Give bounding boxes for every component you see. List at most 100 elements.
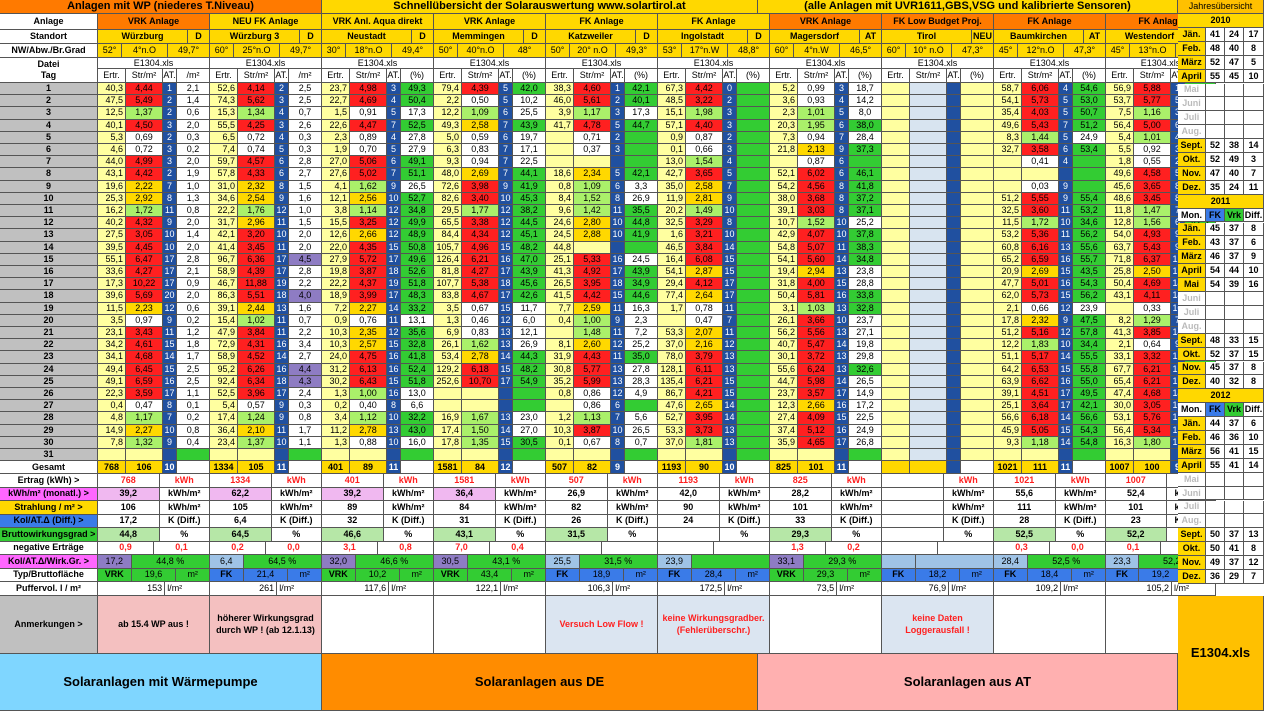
day-value[interactable]: 14 bbox=[1059, 351, 1073, 364]
day-value[interactable]: 39,5 bbox=[98, 241, 126, 254]
day-value[interactable]: 1,7 bbox=[658, 302, 686, 315]
summary-value[interactable]: 64,5 bbox=[210, 528, 272, 542]
summary-unit[interactable]: % bbox=[1055, 528, 1106, 542]
day-value[interactable]: 4,11 bbox=[1134, 290, 1171, 303]
yearly-cell[interactable] bbox=[1244, 514, 1264, 529]
day-value[interactable]: 53,1 bbox=[1106, 412, 1134, 425]
summary-value[interactable]: 90 bbox=[658, 501, 720, 515]
day-value[interactable]: 78,0 bbox=[658, 351, 686, 364]
day-value[interactable]: 48,3 bbox=[401, 290, 434, 303]
day-value[interactable]: 1,8 bbox=[177, 339, 210, 352]
day-value[interactable] bbox=[910, 168, 947, 181]
neg-value[interactable]: 0,8 bbox=[378, 541, 434, 556]
day-value[interactable] bbox=[882, 107, 910, 120]
day-value[interactable]: 19,6 bbox=[98, 180, 126, 193]
day-value[interactable]: 0,1 bbox=[658, 144, 686, 157]
day-value[interactable]: 12 bbox=[387, 205, 401, 218]
day-value[interactable]: 13 bbox=[723, 436, 737, 449]
day-value[interactable] bbox=[947, 327, 961, 340]
plant-note[interactable]: ab 15.4 WP aus ! bbox=[98, 595, 210, 654]
day-value[interactable] bbox=[910, 449, 947, 462]
day-value[interactable] bbox=[882, 119, 910, 132]
total-value[interactable]: 10 bbox=[163, 461, 177, 475]
day-value[interactable] bbox=[947, 449, 961, 462]
day-value[interactable]: 7,5 bbox=[1106, 107, 1134, 120]
puffer-unit[interactable]: l/m² bbox=[613, 582, 658, 596]
plant-note[interactable] bbox=[322, 595, 434, 654]
day-value[interactable] bbox=[947, 95, 961, 108]
day-value[interactable]: 6 bbox=[275, 156, 289, 169]
typ-label[interactable]: Typ/Bruttofläche bbox=[0, 568, 98, 583]
day-value[interactable]: 1,17 bbox=[126, 412, 163, 425]
day-value[interactable]: 27,4 bbox=[770, 412, 798, 425]
day-value[interactable]: 2,0 bbox=[289, 241, 322, 254]
day-value[interactable]: 1,09 bbox=[574, 180, 611, 193]
day-value[interactable] bbox=[737, 363, 770, 376]
day-value[interactable]: 11 bbox=[387, 314, 401, 327]
plant-area[interactable]: 43,4 bbox=[467, 568, 513, 583]
day-value[interactable]: 9,6 bbox=[546, 205, 574, 218]
summary-value[interactable] bbox=[882, 528, 944, 542]
day-value[interactable]: 4,6 bbox=[98, 144, 126, 157]
day-value[interactable]: 15 bbox=[723, 253, 737, 266]
plant-location[interactable]: Baumkirchen bbox=[994, 30, 1084, 44]
day-value[interactable] bbox=[961, 83, 994, 96]
day-value[interactable]: 5,49 bbox=[126, 95, 163, 108]
yearly-cell[interactable]: Mai bbox=[1178, 472, 1206, 487]
day-value[interactable]: 12 bbox=[499, 217, 513, 230]
kolwirk-value[interactable]: 46,6 % bbox=[355, 555, 434, 569]
day-value[interactable] bbox=[947, 412, 961, 425]
plant-orientation[interactable]: 49,3° bbox=[616, 44, 658, 58]
day-value[interactable]: 6,11 bbox=[686, 363, 723, 376]
day-value[interactable] bbox=[737, 205, 770, 218]
yearly-cell[interactable]: 8 bbox=[1244, 222, 1264, 237]
day-value[interactable]: 3,3 bbox=[625, 180, 658, 193]
day-value[interactable] bbox=[737, 327, 770, 340]
summary-unit[interactable]: K (Diff.) bbox=[159, 514, 210, 529]
plant-location[interactable]: Katzweiler bbox=[546, 30, 636, 44]
column-header[interactable]: AT. bbox=[947, 69, 961, 83]
day-value[interactable]: 9 bbox=[1059, 192, 1073, 205]
yearly-cell[interactable]: Juni bbox=[1178, 292, 1206, 306]
day-value[interactable]: 0,93 bbox=[798, 95, 835, 108]
day-value[interactable]: 1,62 bbox=[462, 339, 499, 352]
day-value[interactable]: 53,0 bbox=[1073, 95, 1106, 108]
day-value[interactable] bbox=[882, 217, 910, 230]
summary-unit[interactable]: kWh/m² bbox=[383, 487, 434, 502]
day-number[interactable]: 29 bbox=[0, 424, 98, 437]
column-header[interactable]: Ertr. bbox=[658, 69, 686, 83]
summary-value[interactable] bbox=[882, 514, 944, 529]
day-value[interactable]: 8,2 bbox=[1106, 314, 1134, 327]
total-value[interactable]: 11 bbox=[1059, 461, 1073, 475]
day-value[interactable]: 83,8 bbox=[434, 290, 462, 303]
day-value[interactable]: 34,6 bbox=[210, 192, 238, 205]
day-value[interactable]: 54,0 bbox=[1106, 229, 1134, 242]
plant-country[interactable]: D bbox=[300, 30, 322, 44]
plant-datafile[interactable]: E1304.xls bbox=[546, 58, 658, 69]
day-value[interactable]: 3 bbox=[163, 156, 177, 169]
day-value[interactable]: 10,3 bbox=[322, 339, 350, 352]
day-value[interactable] bbox=[289, 449, 322, 462]
yearly-cell[interactable]: Jän. bbox=[1178, 222, 1206, 237]
day-value[interactable]: 41,9 bbox=[513, 180, 546, 193]
day-value[interactable]: 0,57 bbox=[238, 400, 275, 413]
day-value[interactable]: 1,4 bbox=[177, 229, 210, 242]
day-value[interactable]: 3,38 bbox=[462, 217, 499, 230]
day-value[interactable]: 11,7 bbox=[513, 302, 546, 315]
day-value[interactable]: 51,2 bbox=[1073, 119, 1106, 132]
day-number[interactable]: 27 bbox=[0, 400, 98, 413]
day-number[interactable]: 25 bbox=[0, 375, 98, 388]
day-value[interactable] bbox=[882, 95, 910, 108]
yearly-cell[interactable]: 15 bbox=[1244, 444, 1264, 459]
neg-value[interactable]: 7,0 bbox=[434, 541, 490, 556]
day-value[interactable]: 2,35 bbox=[350, 327, 387, 340]
day-value[interactable] bbox=[737, 253, 770, 266]
title-all[interactable]: (alle Anlagen mit UVR1611,GBS,VSG und ka… bbox=[758, 0, 1178, 14]
neg-value[interactable]: 1,3 bbox=[770, 541, 826, 556]
day-value[interactable]: 10 bbox=[387, 436, 401, 449]
column-header[interactable]: AT. bbox=[723, 69, 737, 83]
plant-note[interactable]: keine Daten Loggerausfall ! bbox=[882, 595, 994, 654]
day-value[interactable]: 7 bbox=[611, 412, 625, 425]
day-value[interactable]: 31,9 bbox=[546, 351, 574, 364]
row-label[interactable]: Standort bbox=[0, 30, 98, 44]
